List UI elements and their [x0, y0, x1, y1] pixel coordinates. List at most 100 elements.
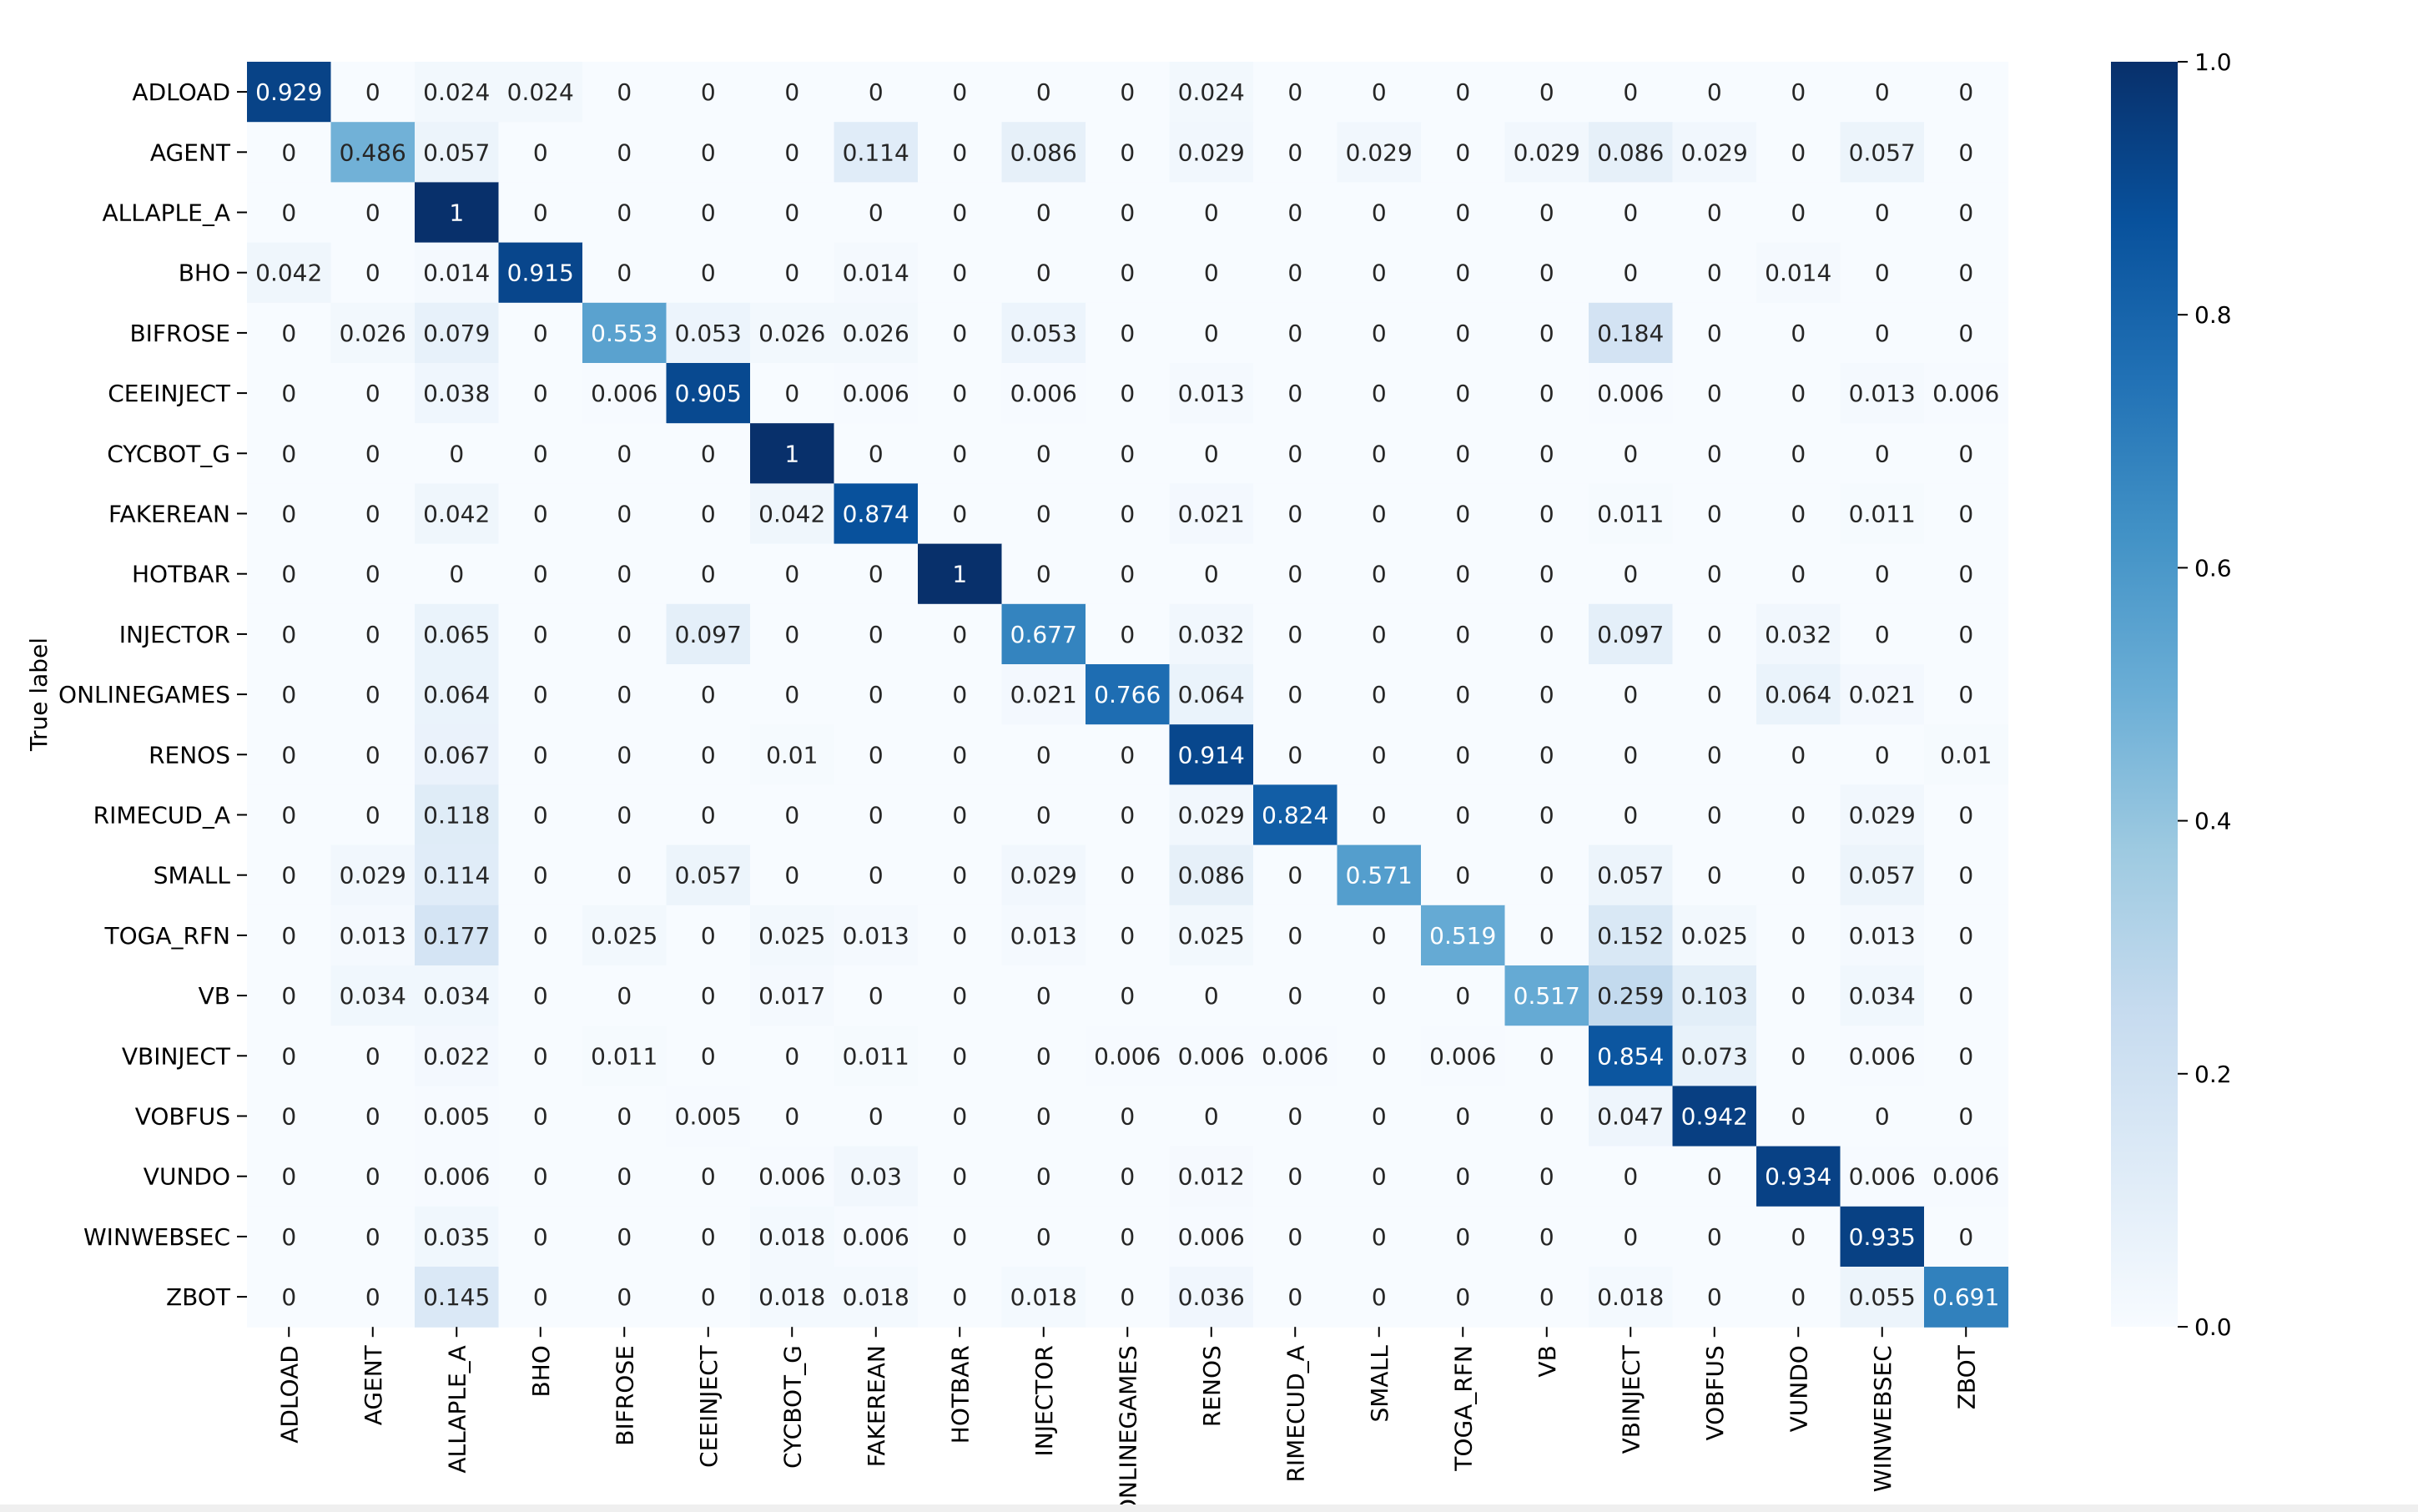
cell-fill: [1001, 664, 1086, 725]
heatmap-cell: 0.029: [1337, 122, 1422, 183]
heatmap-cell: 0: [1672, 302, 1757, 364]
cell-value-label: 0: [533, 380, 548, 407]
cell-fill: [1086, 905, 1171, 966]
cell-value-label: 0: [617, 260, 632, 287]
heatmap-cell: 0.057: [1840, 844, 1925, 906]
cell-value-label: 0: [1707, 862, 1722, 890]
cell-value-label: 0: [1036, 1103, 1051, 1131]
cell-value-label: 0: [1539, 501, 1554, 528]
cell-fill: [666, 62, 751, 123]
x-tick-label: TOGA_RFN: [1449, 1345, 1477, 1472]
cell-fill: [750, 905, 835, 966]
cell-value-label: 0.073: [1681, 1042, 1748, 1070]
heatmap-cell: 0: [1840, 242, 1925, 304]
y-tick-label: AGENT: [150, 139, 231, 166]
cell-fill: [918, 363, 1003, 424]
cell-value-label: 0: [1204, 199, 1219, 227]
heatmap-cell: 0: [1337, 543, 1422, 605]
heatmap-cell: 0: [1421, 1267, 1506, 1328]
cell-fill: [1840, 844, 1925, 906]
cell-fill: [1169, 905, 1254, 966]
heatmap-cell: 0: [498, 423, 583, 484]
x-tick-label: VB: [1534, 1345, 1561, 1377]
heatmap-cell: 0.017: [750, 965, 835, 1026]
heatmap-cell: 0: [1924, 965, 2009, 1026]
heatmap-cell: 0: [1672, 543, 1757, 605]
cell-value-label: 0: [784, 681, 799, 708]
cell-fill: [1337, 1026, 1422, 1086]
cell-value-label: 0.022: [423, 1042, 490, 1070]
heatmap-cell: 0: [1672, 363, 1757, 424]
cell-value-label: 0: [1287, 621, 1302, 648]
cell-value-label: 0.097: [675, 621, 742, 648]
cell-fill: [247, 483, 332, 545]
heatmap-cell: 0: [1840, 1086, 1925, 1147]
cell-fill: [1924, 1146, 2009, 1207]
heatmap-cell: 0.013: [1840, 905, 1925, 966]
cell-fill: [1421, 664, 1506, 725]
cell-fill: [1504, 543, 1589, 605]
cell-fill: [1086, 1267, 1171, 1328]
cell-value-label: 0: [784, 561, 799, 588]
cell-fill: [750, 1146, 835, 1207]
cell-value-label: 0: [533, 802, 548, 829]
cell-value-label: 0: [281, 802, 296, 829]
cell-value-label: 0: [1707, 1163, 1722, 1191]
heatmap-cell: 0: [1756, 122, 1841, 183]
heatmap-cell: 0: [666, 664, 751, 725]
cell-value-label: 0: [701, 260, 716, 287]
cell-fill: [498, 543, 583, 605]
cell-value-label: 0.021: [1849, 681, 1916, 708]
heatmap-cell: 0: [750, 122, 835, 183]
cell-value-label: 0: [1287, 561, 1302, 588]
heatmap-cell: 0.079: [415, 302, 500, 364]
heatmap-cell: 0: [247, 122, 332, 183]
cell-fill: [750, 1026, 835, 1086]
heatmap-cell: 0: [750, 182, 835, 244]
cell-fill: [666, 1086, 751, 1147]
cell-fill: [1756, 122, 1841, 183]
cell-fill: [582, 302, 667, 364]
cell-fill: [330, 122, 416, 183]
cell-value-label: 0.01: [766, 741, 818, 769]
cell-fill: [834, 724, 919, 785]
cell-value-label: 0: [1455, 78, 1470, 106]
cell-value-label: 0: [1875, 1103, 1890, 1131]
cell-fill: [1756, 905, 1841, 966]
cell-fill: [582, 844, 667, 906]
cell-value-label: 0.086: [1178, 862, 1245, 890]
cell-fill: [330, 62, 416, 123]
heatmap-cell: 0.571: [1337, 844, 1422, 906]
cell-value-label: 0: [784, 621, 799, 648]
cell-value-label: 0.029: [340, 862, 406, 890]
cell-value-label: 0: [701, 922, 716, 950]
heatmap-cell: 0: [1421, 182, 1506, 244]
cell-fill: [1086, 363, 1171, 424]
heatmap-cell: 0.025: [582, 905, 667, 966]
heatmap-cell: 0.01: [750, 724, 835, 785]
cell-value-label: 0: [1120, 802, 1135, 829]
cell-fill: [918, 1206, 1003, 1268]
cell-value-label: 0.677: [1010, 621, 1077, 648]
heatmap-cell: 0.036: [1169, 1267, 1254, 1328]
cell-fill: [1504, 1146, 1589, 1207]
cell-fill: [834, 122, 919, 183]
cell-value-label: 0: [1372, 199, 1387, 227]
heatmap-cell: 0.032: [1756, 603, 1841, 665]
heatmap-cell: 0.934: [1756, 1146, 1841, 1207]
heatmap-cell: 0: [1253, 483, 1338, 545]
heatmap-cell: 0: [1504, 543, 1589, 605]
heatmap-cell: 0: [918, 363, 1003, 424]
heatmap-cell: 0: [834, 62, 919, 123]
heatmap-cell: 0.021: [1169, 483, 1254, 545]
heatmap-cell: 0.025: [1169, 905, 1254, 966]
cell-fill: [834, 1267, 919, 1328]
cell-fill: [1589, 302, 1674, 364]
cell-fill: [918, 844, 1003, 906]
cell-fill: [1756, 363, 1841, 424]
x-tick-label: BHO: [527, 1345, 555, 1397]
cell-value-label: 0: [1958, 78, 1973, 106]
x-tick-label: ADLOAD: [275, 1345, 303, 1444]
cell-value-label: 0: [1539, 199, 1554, 227]
